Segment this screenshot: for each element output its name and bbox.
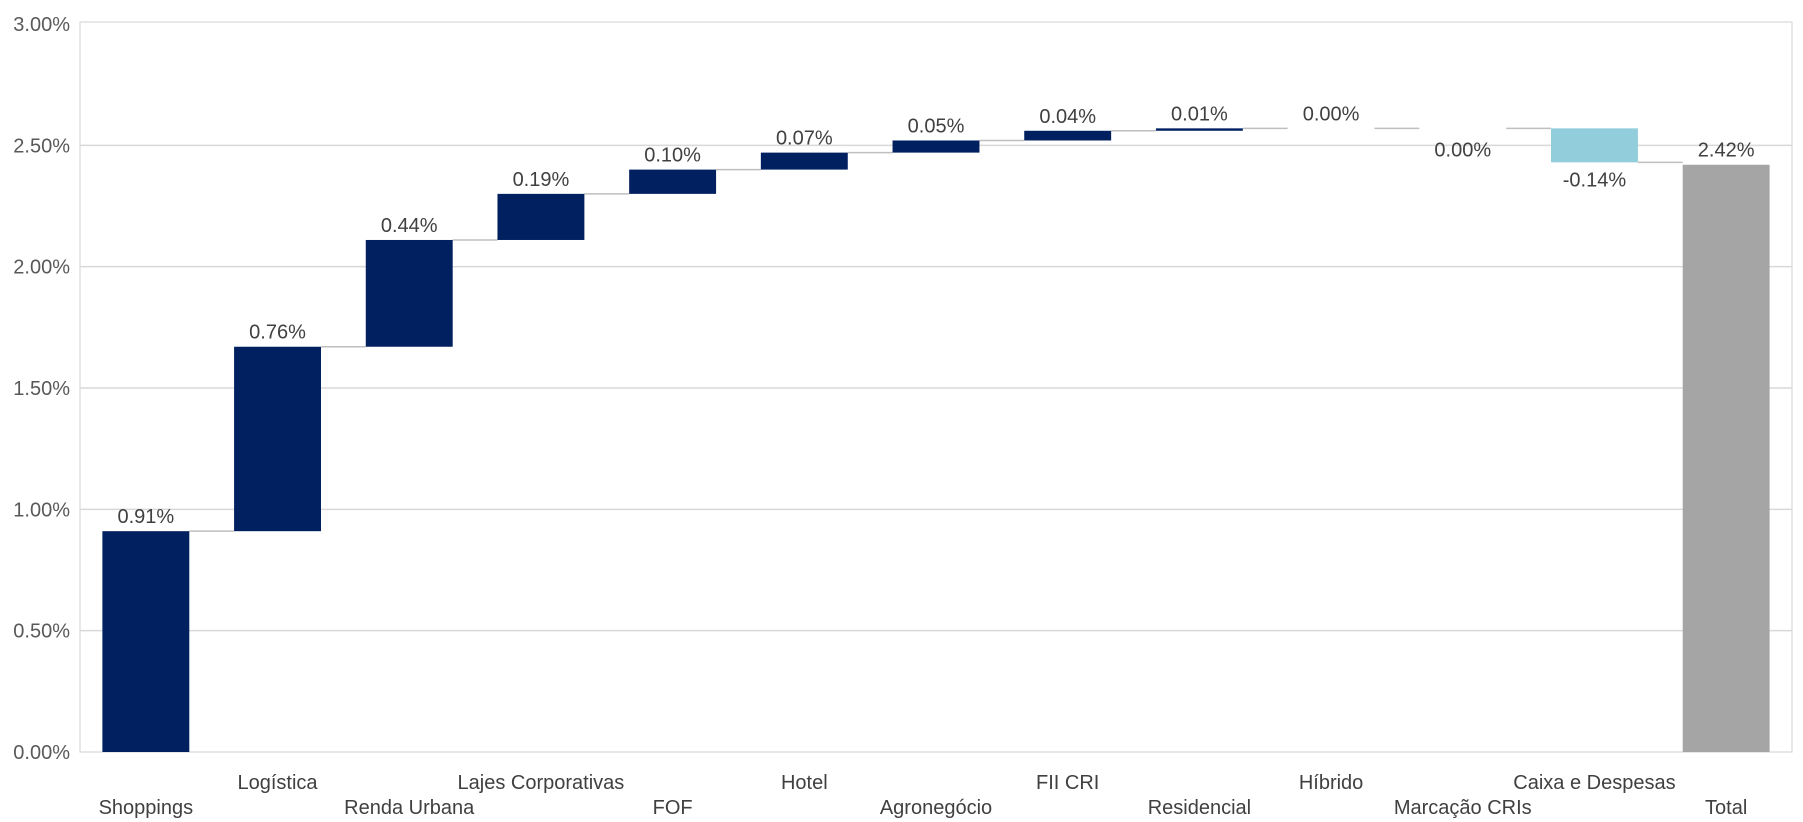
bar-log-stica xyxy=(234,346,321,532)
bars xyxy=(102,128,1770,752)
y-tick-label: 1.00% xyxy=(13,499,70,521)
x-category-label: Hotel xyxy=(781,772,828,794)
x-category-label: FOF xyxy=(653,797,693,819)
bar-residencial xyxy=(1155,128,1243,131)
x-category-label: Híbrido xyxy=(1299,772,1363,794)
data-label: -0.14% xyxy=(1563,169,1627,191)
x-category-label: Logística xyxy=(238,772,319,794)
y-tick-label: 2.50% xyxy=(13,135,70,157)
x-category-label: Total xyxy=(1705,797,1747,819)
data-label: 2.42% xyxy=(1698,140,1755,162)
x-category-label: Lajes Corporativas xyxy=(458,772,625,794)
y-tick-label: 1.50% xyxy=(13,378,70,400)
x-category-label: Agronegócio xyxy=(880,797,992,819)
data-label: 0.91% xyxy=(117,506,174,528)
y-tick-label: 0.00% xyxy=(13,742,70,764)
y-tick-label: 3.00% xyxy=(13,14,70,36)
bar-fof xyxy=(629,169,717,194)
data-label: 0.10% xyxy=(644,145,701,167)
data-label: 0.07% xyxy=(776,128,833,150)
bar-fii-cri xyxy=(1024,130,1112,141)
y-tick-label: 2.00% xyxy=(13,257,70,279)
data-label: 0.44% xyxy=(381,215,438,237)
bar-total xyxy=(1682,164,1770,752)
bar-agroneg-cio xyxy=(892,140,980,153)
y-axis-tick-labels: 0.00% 0.50% 1.00% 1.50% 2.00% 2.50% 3.00% xyxy=(13,14,70,764)
x-category-label: Marcação CRIs xyxy=(1394,797,1532,819)
y-tick-label: 0.50% xyxy=(13,621,70,643)
bar-lajes-corporativas xyxy=(497,193,585,240)
bar-caixa-e-despesas xyxy=(1551,128,1638,163)
bar-hotel xyxy=(760,152,848,170)
x-category-label: Caixa e Despesas xyxy=(1513,772,1675,794)
x-category-label: FII CRI xyxy=(1036,772,1099,794)
x-category-label: Renda Urbana xyxy=(344,797,475,819)
x-category-label: Shoppings xyxy=(99,797,194,819)
data-label: 0.00% xyxy=(1303,103,1360,125)
data-label: 0.05% xyxy=(908,115,965,137)
data-label: 0.19% xyxy=(513,169,570,191)
bar-renda-urbana xyxy=(365,239,453,347)
data-labels: 0.91% 0.76% 0.44% 0.19% 0.10% 0.07% 0.05% 0.04%… xyxy=(117,103,1754,528)
x-axis-category-labels: Shoppings Logística Renda Urbana Lajes Corp… xyxy=(99,772,1748,819)
data-label: 0.00% xyxy=(1434,139,1491,161)
data-label: 0.76% xyxy=(249,322,306,344)
data-label: 0.01% xyxy=(1171,103,1228,125)
data-label: 0.04% xyxy=(1039,106,1096,128)
bar-shoppings xyxy=(102,531,190,752)
x-category-label: Residencial xyxy=(1148,797,1251,819)
connectors xyxy=(189,127,1683,532)
